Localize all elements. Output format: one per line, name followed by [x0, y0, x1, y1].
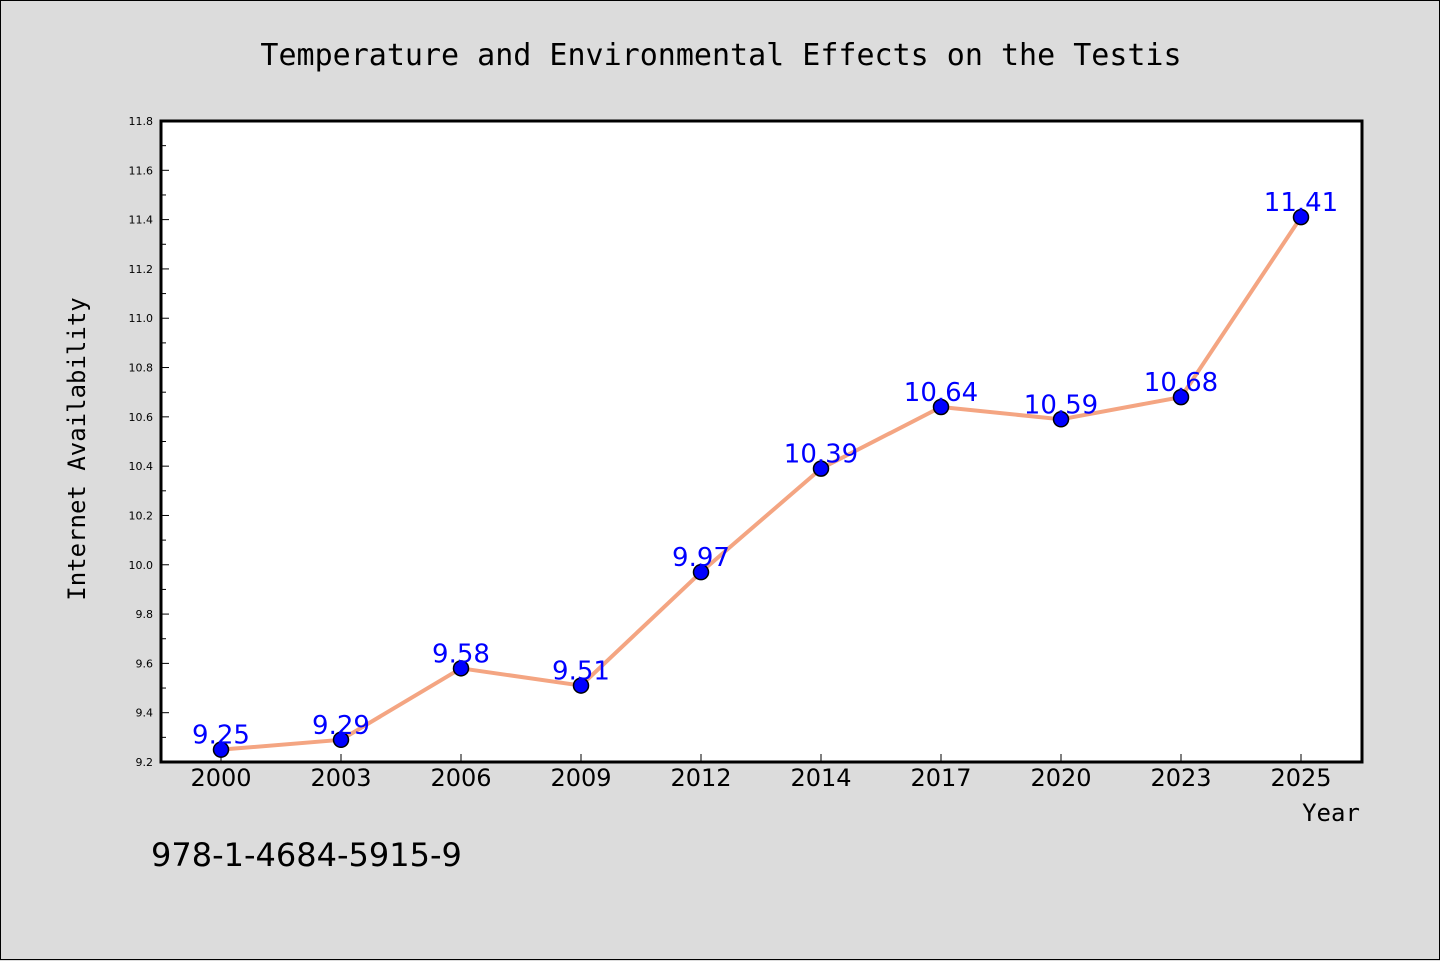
data-point	[452, 660, 470, 677]
y-tick-label: 11.8	[129, 115, 154, 128]
data-label: 9.51	[552, 657, 610, 687]
data-label: 10.39	[784, 440, 858, 470]
y-tick-label: 11.2	[129, 263, 154, 276]
y-tick-label: 10.2	[129, 509, 154, 522]
x-axis-ticks: 2000 2003 2006 2009 2012 2014 2017 2020 2023 2025	[190, 754, 1332, 792]
y-tick-label: 9.8	[136, 608, 154, 621]
data-point	[1052, 411, 1070, 428]
y-tick-label: 10.6	[129, 411, 154, 424]
isbn-text: 978-1-4684-5915-9	[151, 836, 462, 874]
series-group: 9.25 9.29 9.58 9.51 9.97 10.39 10.64 10.59 10.68…	[192, 188, 1338, 758]
data-label: 9.25	[192, 721, 250, 751]
x-tick-label: 2012	[670, 764, 731, 792]
data-point	[932, 398, 950, 416]
x-tick-label: 2025	[1270, 764, 1331, 792]
data-point	[812, 460, 830, 477]
data-label: 9.97	[672, 543, 730, 573]
y-tick-label: 10.4	[129, 460, 154, 473]
x-tick-label: 2000	[190, 764, 251, 792]
data-point	[332, 731, 350, 749]
x-tick-label: 2014	[790, 764, 851, 792]
x-tick-label: 2020	[1030, 764, 1091, 792]
data-label: 10.59	[1024, 390, 1098, 420]
y-tick-label: 9.6	[136, 657, 154, 670]
plot-area	[159, 119, 1364, 764]
data-point	[692, 563, 710, 581]
y-tick-label: 11.6	[129, 164, 154, 177]
y-axis-ticks: 9.2 9.4 9.6 9.8 10.0 10.2 10.4 10.6 10.8 11.0 11.2…	[129, 115, 169, 769]
y-axis-label: Internet Availability	[63, 297, 91, 600]
data-label: 9.29	[312, 711, 370, 741]
y-tick-label: 10.0	[129, 559, 154, 572]
data-point	[1292, 208, 1310, 226]
y-tick-label: 11.0	[129, 312, 154, 325]
y-tick-label: 9.4	[136, 707, 154, 720]
x-tick-label: 2003	[310, 764, 371, 792]
x-tick-label: 2009	[550, 764, 611, 792]
y-tick-label: 11.4	[129, 214, 154, 227]
series-line	[219, 215, 1303, 752]
data-label: 11.41	[1264, 188, 1338, 218]
y-tick-label: 9.2	[136, 756, 154, 769]
data-point	[212, 741, 230, 758]
x-tick-label: 2006	[430, 764, 491, 792]
data-point	[1172, 388, 1190, 406]
chart-title: Temperature and Environmental Effects on…	[260, 38, 1181, 73]
x-axis-label: Year	[1302, 799, 1360, 827]
data-label: 10.64	[904, 378, 978, 408]
x-tick-label: 2017	[910, 764, 971, 792]
data-point	[572, 677, 590, 694]
data-label: 10.68	[1144, 368, 1218, 398]
x-tick-label: 2023	[1150, 764, 1211, 792]
y-tick-label: 10.8	[129, 362, 154, 375]
data-label: 9.58	[432, 639, 490, 669]
